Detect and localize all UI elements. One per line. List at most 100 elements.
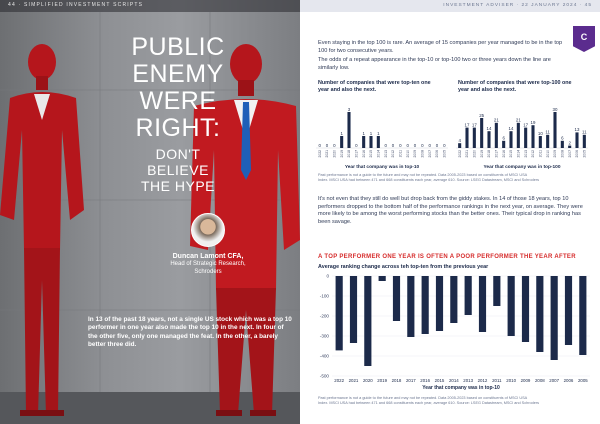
chart-2-bar xyxy=(531,125,535,148)
chart-top10-repeats: 0 2022 0 2021 0 2020 1 2019 3 2018 0 2017 1 2016 1 2015… xyxy=(316,107,448,170)
chart-1-bar xyxy=(340,136,344,148)
chart-1-title: Number of companies that were top-ten on… xyxy=(318,80,431,93)
chart-1-tick-label: 2020 xyxy=(333,150,337,158)
chart-2-tick-label: 2018 xyxy=(487,150,491,158)
intro-paragraph: In 13 of the past 18 years, not a single… xyxy=(88,316,292,349)
chart-2-xlabel: Year that company was in top-100 xyxy=(483,164,560,170)
chart-3-bar xyxy=(579,276,587,355)
chart-3-x-tick-label: 2015 xyxy=(435,378,445,383)
chart-2-tick-label: 2005 xyxy=(583,150,587,158)
chart-2-tick-label: 2010 xyxy=(546,150,550,158)
chart-1-tick-label: 2015 xyxy=(369,150,373,158)
running-header-right-text: INVESTMENT ADVISER · 22 JANUARY 2024 · 4… xyxy=(443,3,592,8)
chart-3-heading: A TOP PERFORMER ONE YEAR IS OFTEN A POOR… xyxy=(318,254,576,260)
chart-3-bar xyxy=(464,276,472,315)
chart-2-value-label: 10 xyxy=(538,131,543,136)
chart-3-x-tick-label: 2013 xyxy=(463,378,473,383)
chart-3-bar xyxy=(349,276,358,343)
chart-2-bar xyxy=(560,140,564,148)
author-role-2: Schroders xyxy=(194,269,222,275)
chart-ranking-change: 0 -100 -200 -300 -400 -500 2022 2021 2020 2019 201… xyxy=(320,274,590,391)
chart-2-value-label: 17 xyxy=(472,122,477,127)
chart-2-bar xyxy=(575,132,579,148)
logo-letter: C xyxy=(580,32,588,42)
running-header-right: INVESTMENT ADVISER · 22 JANUARY 2024 · 4… xyxy=(300,0,600,12)
chart-3-bar xyxy=(421,276,429,334)
chart-2-value-label: 21 xyxy=(516,118,521,123)
chart-1-tick-label: 2016 xyxy=(362,150,366,158)
chart-3-y-tick-label: -200 xyxy=(320,314,330,319)
chart-2-value-label: 11 xyxy=(545,130,550,135)
chart-2-tick-label: 2013 xyxy=(524,150,528,158)
chart-2-tick-label: 2015 xyxy=(509,150,513,158)
headline-line-3: WERE xyxy=(139,87,217,115)
chart-3-x-tick-label: 2021 xyxy=(349,378,359,383)
chart-1-tick-label: 2017 xyxy=(355,150,359,158)
chart-2-tick-label: 2012 xyxy=(531,150,535,158)
source-note-1b: Index. MSCI USA had between 471 and 668 … xyxy=(318,178,539,182)
chart-2-value-label: 4 xyxy=(458,138,461,143)
chart-2-value-label: 19 xyxy=(531,120,536,125)
chart-2-bar xyxy=(458,143,462,148)
source-note-2a: Past performance is not a guide to the f… xyxy=(318,396,528,400)
chart-1-value-label: 0 xyxy=(384,143,387,148)
chart-3-bar xyxy=(378,276,386,281)
chart-1-value-label: 1 xyxy=(377,131,380,136)
chart-2-bar xyxy=(553,112,557,148)
chart-3-x-tick-label: 2008 xyxy=(535,378,545,383)
chart-2-tick-label: 2021 xyxy=(465,150,469,158)
chart-3-x-tick-label: 2022 xyxy=(334,378,344,383)
chart-2-tick-label: 2019 xyxy=(480,150,484,158)
chart-1-bar xyxy=(369,136,373,148)
chart-2-value-label: 21 xyxy=(494,118,499,123)
chart-1-value-label: 0 xyxy=(326,143,329,148)
chart-3-x-tick-label: 2005 xyxy=(578,378,588,383)
chart-3-x-tick-label: 2016 xyxy=(420,378,430,383)
left-page: 44 · SIMPLIFIED INVESTMENT SCRIPTS PUBLI… xyxy=(0,0,300,424)
chart-1-tick-label: 2012 xyxy=(391,150,395,158)
chart-2-value-label: 6 xyxy=(502,136,505,141)
chart-2-tick-label: 2014 xyxy=(517,150,521,158)
chart-2-bar xyxy=(480,118,484,148)
chart-3-x-tick-label: 2018 xyxy=(392,378,402,383)
chart-1-tick-label: 2010 xyxy=(406,150,410,158)
chart-2-title: Number of companies that were top-100 on… xyxy=(458,80,572,93)
chart-2-tick-label: 2017 xyxy=(495,150,499,158)
chart-2-bar xyxy=(494,122,498,148)
chart-3-bar xyxy=(564,276,573,345)
chart-2-bar xyxy=(568,145,572,148)
chart-2-bar xyxy=(502,140,506,148)
chart-1-value-label: 0 xyxy=(392,143,395,148)
chart-1-tick-label: 2022 xyxy=(318,150,322,158)
chart-3-bar xyxy=(536,276,544,352)
subhead-line-3: THE HYPE xyxy=(140,178,215,194)
running-header-left: 44 · SIMPLIFIED INVESTMENT SCRIPTS xyxy=(0,0,300,12)
chart-3-bar xyxy=(521,276,530,342)
chart-3-y-tick-label: -100 xyxy=(320,294,330,299)
chart-1-value-label: 0 xyxy=(428,143,431,148)
chart-1-value-label: 0 xyxy=(443,143,446,148)
author-avatar xyxy=(191,213,225,247)
chart-1-value-label: 0 xyxy=(333,143,336,148)
chart-3-y-tick-label: -400 xyxy=(320,354,330,359)
chart-3-bar xyxy=(392,276,401,321)
chart-3-x-tick-label: 2012 xyxy=(478,378,488,383)
chart-1-tick-label: 2011 xyxy=(399,150,403,157)
chart-2-value-label: 14 xyxy=(487,126,492,131)
author-name: Duncan Lamont CFA, xyxy=(172,253,244,260)
paragraph-3: It's not even that they still do well bu… xyxy=(318,196,583,225)
chart-1-tick-label: 2018 xyxy=(347,150,351,158)
chart-1-value-label: 1 xyxy=(362,131,365,136)
chart-1-value-label: 3 xyxy=(348,107,351,112)
chart-2-value-label: 14 xyxy=(509,126,514,131)
chart-1-tick-label: 2013 xyxy=(384,150,388,158)
source-note-1a: Past performance is not a guide to the f… xyxy=(318,173,528,177)
subhead-line-2: BELIEVE xyxy=(147,162,209,178)
chart-1-value-label: 0 xyxy=(414,143,417,148)
chart-2-bar xyxy=(472,127,476,148)
chart-1-tick-label: 2006 xyxy=(435,150,439,158)
source-note-2b: Index. MSCI USA had between 471 and 668 … xyxy=(318,401,539,405)
chart-1-value-label: 0 xyxy=(406,143,409,148)
chart-1-value-label: 0 xyxy=(436,143,439,148)
chart-3-title: Average ranking change across teh top-te… xyxy=(318,264,489,270)
